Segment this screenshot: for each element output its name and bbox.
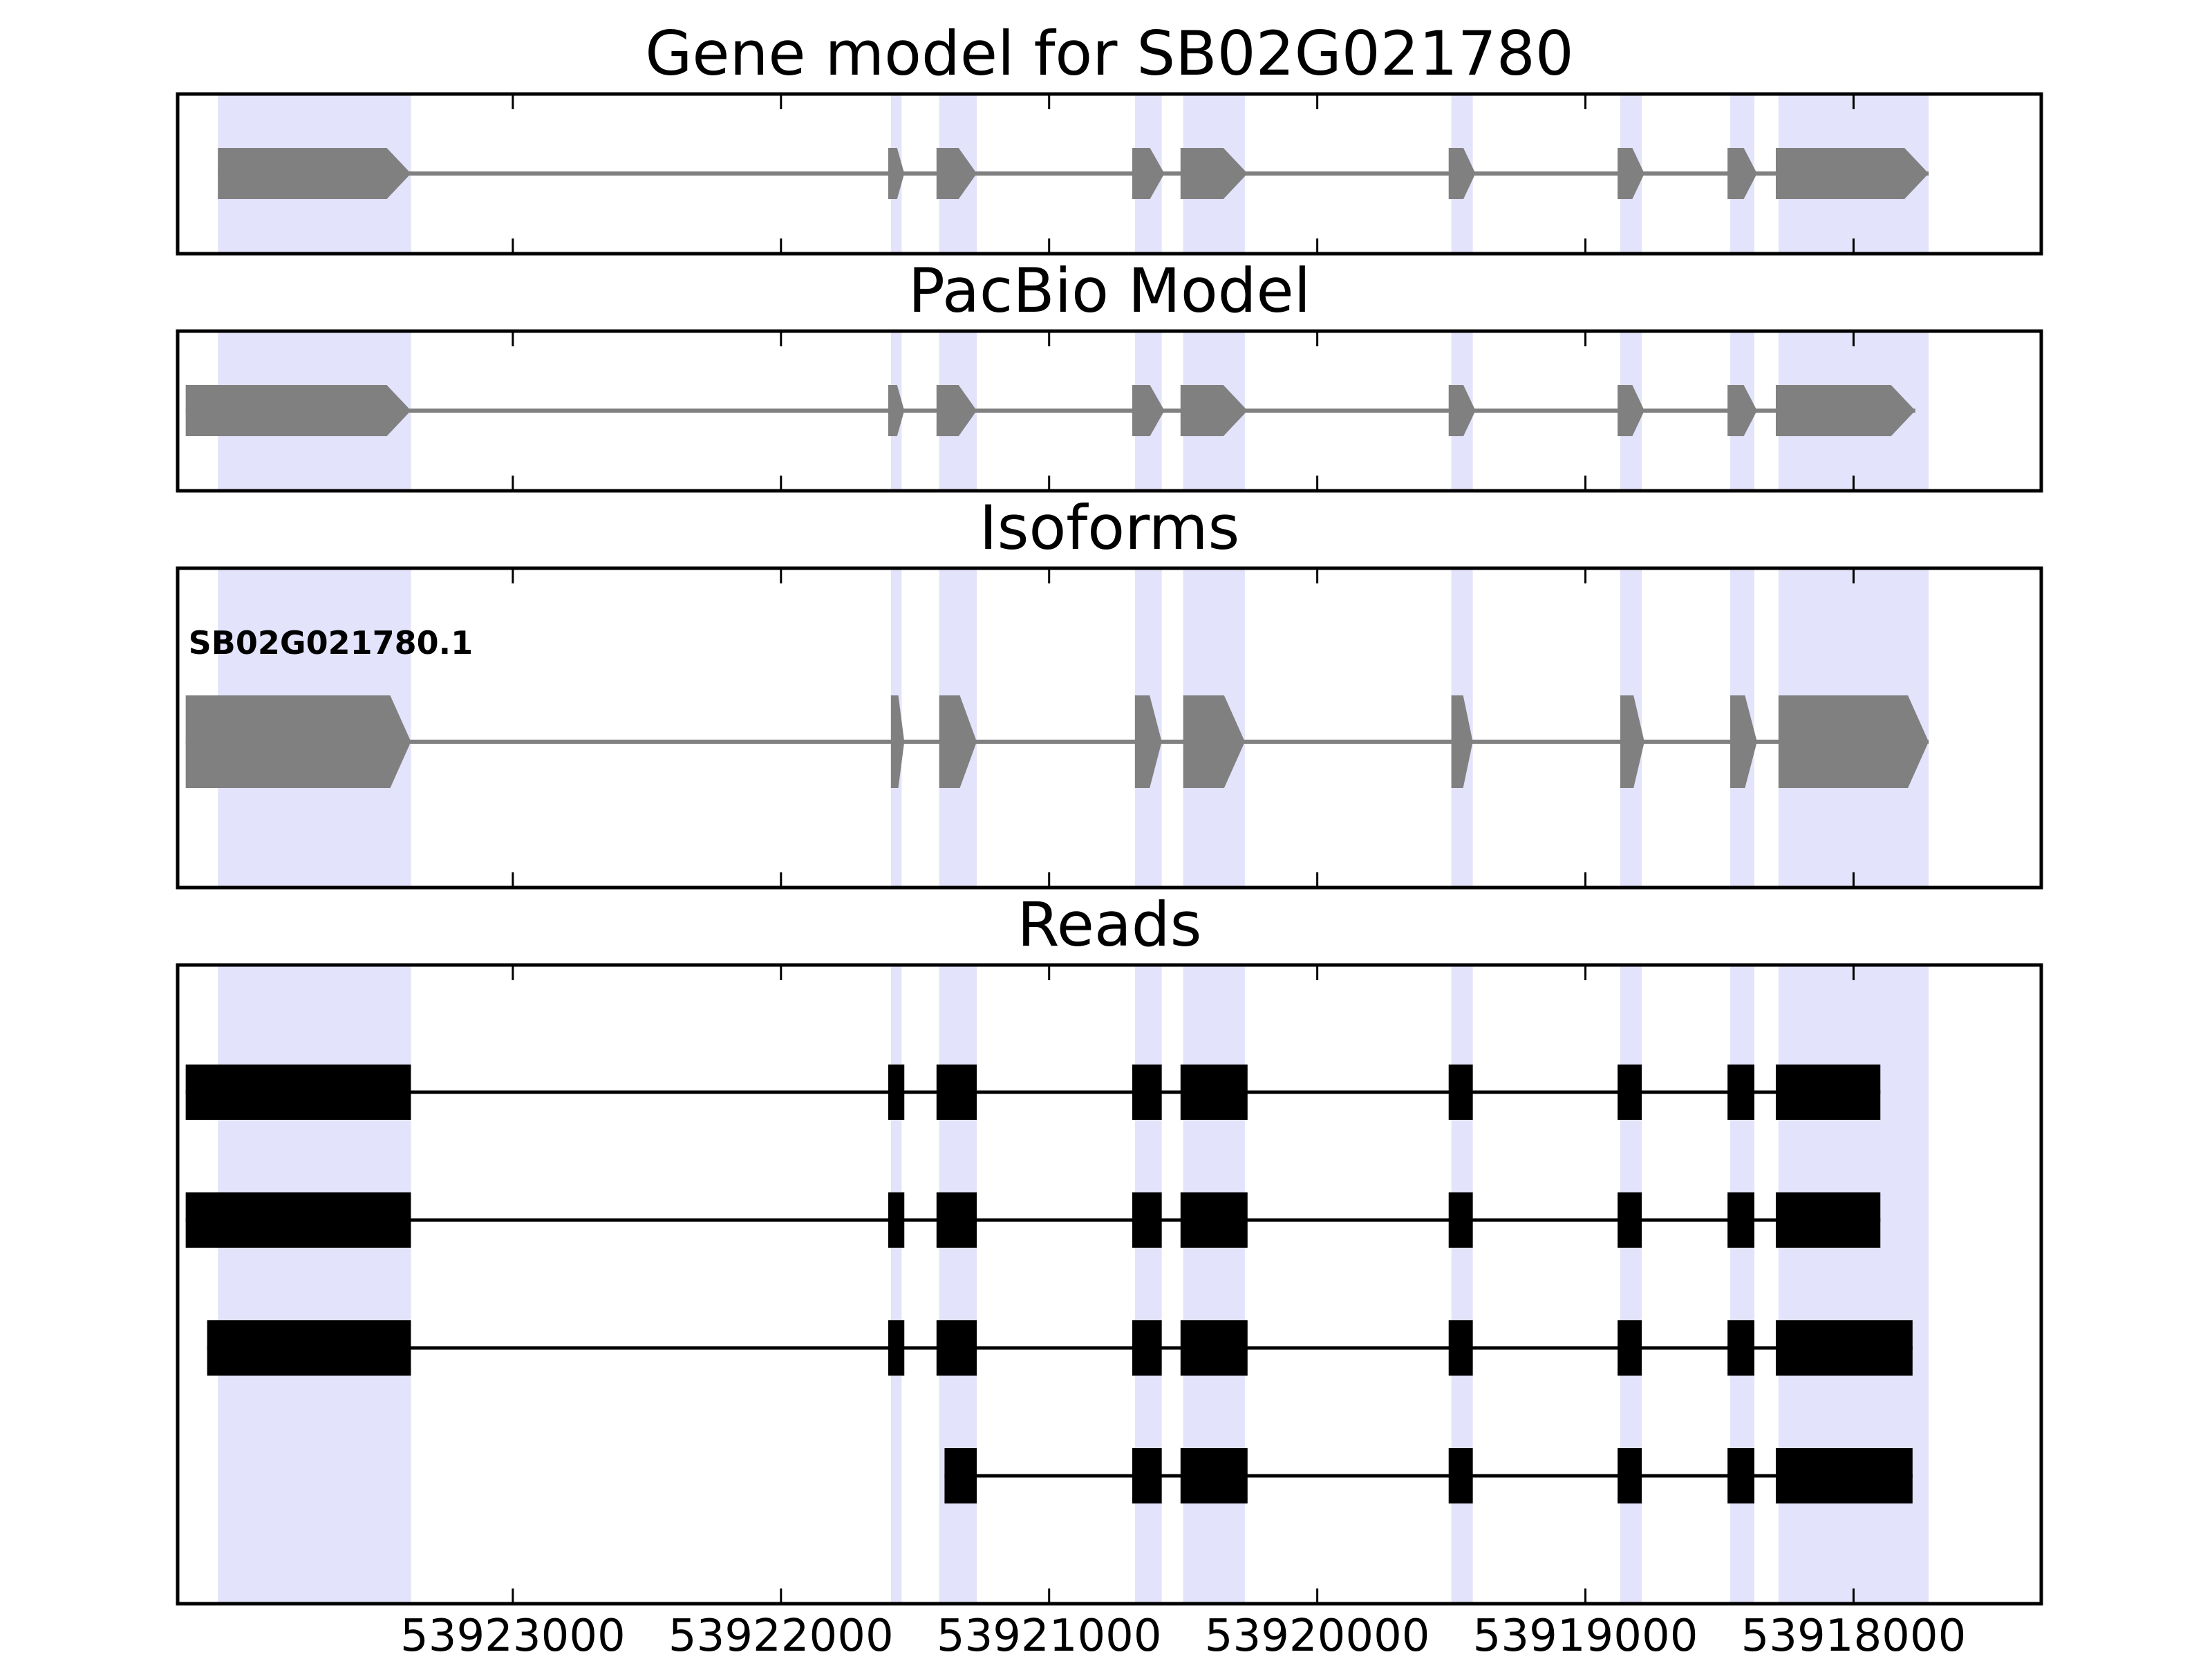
- x-tick-label: 53923000: [400, 1611, 626, 1659]
- exon-arrow: [1180, 385, 1248, 436]
- exon-arrow: [1448, 148, 1476, 199]
- panel-title: Gene model for SB02G021780: [645, 18, 1574, 89]
- axes-frame: [176, 963, 2043, 1606]
- exon-arrow: [1132, 385, 1165, 436]
- exon-block: [888, 1192, 905, 1248]
- exon-block: [1727, 1448, 1754, 1503]
- exon-block: [1775, 1448, 1913, 1503]
- exon-arrow: [1183, 695, 1245, 788]
- exon-block: [1180, 1065, 1248, 1120]
- highlight-band: [939, 965, 977, 1604]
- x-tick-label: 53922000: [668, 1611, 894, 1659]
- exon-block: [1180, 1192, 1248, 1248]
- x-tick-label: 53921000: [937, 1611, 1162, 1659]
- highlight-band: [1730, 965, 1754, 1604]
- panel-2: SB02G021780.1 Isoforms: [176, 492, 2043, 890]
- exon-arrow: [1451, 695, 1473, 788]
- exon-block: [1727, 1192, 1754, 1248]
- exon-block: [1448, 1192, 1473, 1248]
- exon-block: [936, 1065, 977, 1120]
- exon-arrow: [890, 695, 905, 788]
- axes-frame: [176, 92, 2043, 256]
- exon-arrow: [1132, 148, 1165, 199]
- highlight-band: [890, 965, 902, 1604]
- exon-arrow: [1775, 148, 1929, 199]
- exon-block: [1775, 1192, 1881, 1248]
- exon-arrow: [939, 695, 977, 788]
- x-tick-label: 53919000: [1473, 1611, 1698, 1659]
- exon-block: [185, 1065, 411, 1120]
- exon-arrow: [888, 385, 905, 436]
- exon-block: [1132, 1192, 1162, 1248]
- panel-3: Reads: [176, 889, 2043, 1606]
- exon-arrow: [1620, 695, 1644, 788]
- exon-arrow: [1618, 148, 1644, 199]
- exon-block: [1448, 1320, 1473, 1376]
- exon-block: [207, 1320, 411, 1376]
- exon-block: [1132, 1448, 1162, 1503]
- exon-arrow: [1727, 148, 1757, 199]
- exon-arrow: [888, 148, 905, 199]
- exon-block: [1132, 1065, 1162, 1120]
- exon-block: [1727, 1320, 1754, 1376]
- exon-block: [1448, 1065, 1473, 1120]
- highlight-band: [1620, 965, 1642, 1604]
- exon-block: [1180, 1320, 1248, 1376]
- x-tick-label: 53920000: [1205, 1611, 1430, 1659]
- exon-block: [1448, 1448, 1473, 1503]
- exon-block: [1775, 1320, 1913, 1376]
- exon-arrow: [1448, 385, 1476, 436]
- exon-arrow: [185, 385, 411, 436]
- exon-arrow: [936, 148, 977, 199]
- exon-block: [1618, 1448, 1642, 1503]
- panel-title: Reads: [1018, 889, 1202, 960]
- isoform-label: SB02G021780.1: [189, 624, 473, 662]
- exon-arrow: [1778, 695, 1929, 788]
- x-tick-label: 53918000: [1741, 1611, 1967, 1659]
- exon-block: [936, 1192, 977, 1248]
- exon-block: [185, 1192, 411, 1248]
- exon-block: [1618, 1320, 1642, 1376]
- axes-frame: [176, 566, 2043, 890]
- exon-block: [888, 1065, 905, 1120]
- panel-0: Gene model for SB02G021780: [176, 18, 2043, 256]
- exon-arrow: [1180, 148, 1248, 199]
- exon-arrow: [1730, 695, 1757, 788]
- exon-block: [1618, 1065, 1642, 1120]
- exon-arrow: [1727, 385, 1757, 436]
- exon-arrow: [218, 148, 411, 199]
- exon-block: [1775, 1065, 1881, 1120]
- highlight-band: [1451, 965, 1473, 1604]
- exon-block: [1132, 1320, 1162, 1376]
- exon-block: [888, 1320, 905, 1376]
- exon-arrow: [1134, 695, 1162, 788]
- exon-block: [1618, 1192, 1642, 1248]
- exon-block: [1180, 1448, 1248, 1503]
- exon-arrow: [1618, 385, 1644, 436]
- axes-frame: [176, 329, 2043, 493]
- panel-1: PacBio Model: [176, 255, 2043, 493]
- highlight-band: [1134, 965, 1162, 1604]
- exon-block: [936, 1320, 977, 1376]
- exon-arrow: [936, 385, 977, 436]
- exon-arrow: [185, 695, 411, 788]
- highlight-band: [1183, 965, 1245, 1604]
- highlight-band: [1778, 965, 1929, 1604]
- exon-block: [944, 1448, 977, 1503]
- highlight-band: [218, 965, 411, 1604]
- panel-title: PacBio Model: [908, 255, 1311, 326]
- panel-title: Isoforms: [980, 492, 1240, 563]
- exon-arrow: [1775, 385, 1915, 436]
- exon-block: [1727, 1065, 1754, 1120]
